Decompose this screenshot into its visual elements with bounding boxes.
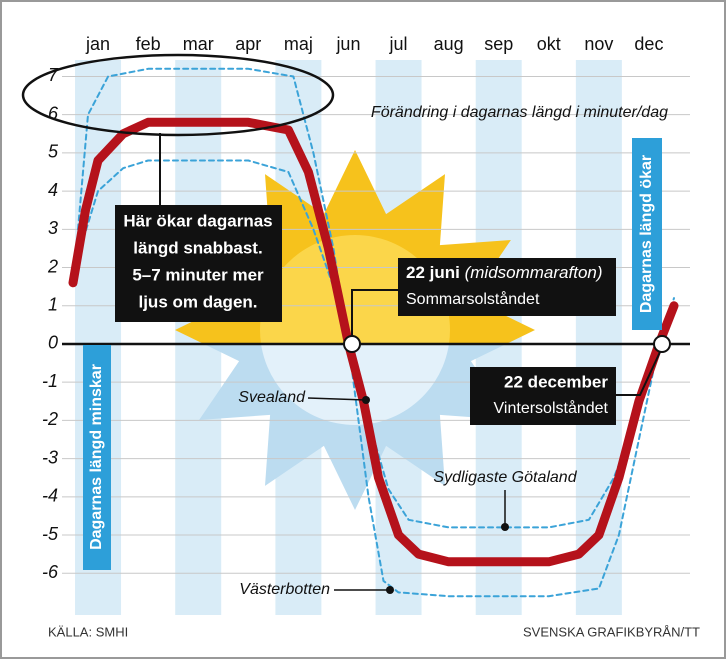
x-tick-label: okt xyxy=(537,34,561,54)
y-tick-label: -1 xyxy=(42,371,58,391)
callout-line: 5–7 minuter mer xyxy=(132,265,264,284)
y-tick-label: -3 xyxy=(42,447,58,467)
y-tick-label: -2 xyxy=(42,409,58,429)
label-dot xyxy=(362,396,370,404)
x-tick-label: jan xyxy=(85,34,110,54)
x-tick-label: aug xyxy=(434,34,464,54)
x-tick-label: dec xyxy=(634,34,663,54)
summer-date: 22 juni xyxy=(406,263,460,282)
summer-title: 22 juni (midsommarafton) xyxy=(406,263,603,282)
x-tick-label: nov xyxy=(584,34,613,54)
winter-date: 22 december xyxy=(504,372,608,391)
callout-line: ljus om dagen. xyxy=(138,292,257,311)
credit: SVENSKA GRAFIKBYRÅN/TT xyxy=(523,624,700,639)
solstice-marker xyxy=(654,336,670,352)
x-tick-label: feb xyxy=(136,34,161,54)
right-band-label: Dagarnas längd ökar xyxy=(638,155,655,313)
y-tick-label: 3 xyxy=(48,218,58,238)
x-tick-label: apr xyxy=(235,34,261,54)
solstice-marker xyxy=(344,336,360,352)
x-tick-label: sep xyxy=(484,34,513,54)
left-band-label: Dagarnas längd minskar xyxy=(88,364,105,550)
callout-line: Här ökar dagarnas xyxy=(123,211,272,230)
y-tick-label: 2 xyxy=(47,256,58,276)
source: KÄLLA: SMHI xyxy=(48,624,128,639)
y-tick-label: 1 xyxy=(48,295,58,315)
x-tick-label: jun xyxy=(335,34,360,54)
subtitle: Förändring i dagarnas längd i minuter/da… xyxy=(371,104,668,121)
series-label: Sydligaste Götaland xyxy=(433,469,577,486)
y-tick-label: 5 xyxy=(48,142,59,162)
x-tick-label: maj xyxy=(284,34,313,54)
y-tick-label: -6 xyxy=(42,562,59,582)
chart: jan feb mar apr maj jun jul augsep okt nov dec -6 -5… xyxy=(0,0,726,659)
y-tick-label: 4 xyxy=(48,180,58,200)
series-label: Svealand xyxy=(238,389,306,406)
y-tick-label: -5 xyxy=(42,524,59,544)
y-tick-label: -4 xyxy=(42,486,58,506)
y-tick-label: 0 xyxy=(48,333,58,353)
winter-label: Vintersolståndet xyxy=(494,399,609,417)
label-dot xyxy=(501,523,509,531)
summer-label: Sommarsolståndet xyxy=(406,290,540,308)
label-dot xyxy=(386,586,394,594)
x-tick-label: jul xyxy=(389,34,408,54)
summer-note: (midsommarafton) xyxy=(465,263,603,282)
y-tick-label: 7 xyxy=(48,65,59,85)
callout-line: längd snabbast. xyxy=(133,238,262,257)
series-label: Västerbotten xyxy=(239,581,330,598)
x-tick-label: mar xyxy=(183,34,214,54)
